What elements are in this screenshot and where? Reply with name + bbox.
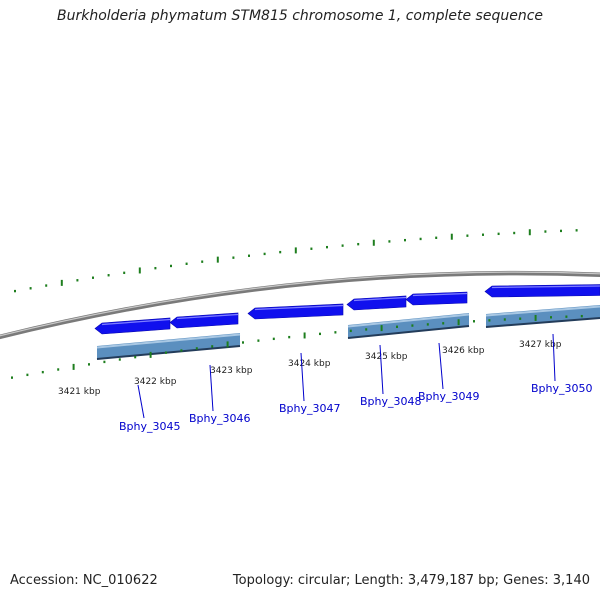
- gene-arrow-highlight: [353, 296, 407, 302]
- gene-label[interactable]: Bphy_3050: [531, 382, 593, 395]
- gene-leader-line: [438, 342, 444, 390]
- cds-bar-highlight: [96, 333, 241, 349]
- cds-bar-highlight: [485, 305, 600, 317]
- tick-label: 3425 kbp: [365, 352, 408, 362]
- gene-arrow[interactable]: [247, 303, 344, 320]
- gene-label[interactable]: Bphy_3049: [418, 390, 480, 403]
- cds-bar-shadow: [347, 325, 470, 339]
- gene-leader-line: [379, 344, 384, 395]
- cds-bar-shadow: [96, 345, 241, 360]
- gene-label[interactable]: Bphy_3045: [119, 420, 181, 433]
- tick-label: 3427 kbp: [519, 340, 562, 350]
- gene-arrow[interactable]: [169, 312, 239, 329]
- sequence-summary: Topology: circular; Length: 3,479,187 bp…: [232, 573, 590, 588]
- outer-tick-track: [14, 229, 578, 293]
- gene-features: [94, 284, 600, 360]
- cds-bar[interactable]: [97, 333, 240, 359]
- tick-label: 3424 kbp: [288, 359, 331, 369]
- gene-arrow-highlight: [176, 313, 239, 320]
- gene-leader-line: [137, 384, 145, 419]
- tick-label: 3426 kbp: [442, 346, 485, 356]
- gene-arrow-highlight: [254, 304, 344, 311]
- tick-labels: 3421 kbp 3422 kbp 3423 kbp 3424 kbp 3425 kbp…: [58, 340, 562, 397]
- gene-leader-line: [300, 352, 305, 402]
- cds-bar-shadow: [485, 317, 600, 328]
- chromosome-backbone: [0, 270, 600, 340]
- gene-leader-line: [209, 364, 214, 412]
- cds-bar[interactable]: [348, 313, 469, 338]
- gene-arrow-highlight: [412, 292, 468, 297]
- gene-label[interactable]: Bphy_3048: [360, 395, 422, 408]
- map-title: Burkholderia phymatum STM815 chromosome …: [56, 8, 543, 24]
- gene-labels: Bphy_3045Bphy_3046Bphy_3047Bphy_3048Bphy…: [119, 333, 593, 433]
- gene-arrow-highlight: [491, 285, 600, 289]
- tick-label: 3422 kbp: [134, 377, 177, 387]
- gene-arrow[interactable]: [94, 317, 171, 335]
- chromosome-backbone-highlight: [0, 271, 600, 337]
- gene-label[interactable]: Bphy_3047: [279, 402, 341, 415]
- accession-text: Accession: NC_010622: [10, 573, 158, 588]
- gene-label[interactable]: Bphy_3046: [189, 412, 251, 425]
- cds-bar[interactable]: [486, 305, 600, 327]
- tick-label: 3423 kbp: [210, 366, 253, 376]
- gene-arrow-highlight: [101, 318, 171, 326]
- gene-leader-line: [552, 333, 556, 382]
- inner-tick-track: [11, 314, 583, 379]
- cds-bar-highlight: [347, 313, 470, 328]
- tick-label: 3421 kbp: [58, 387, 101, 397]
